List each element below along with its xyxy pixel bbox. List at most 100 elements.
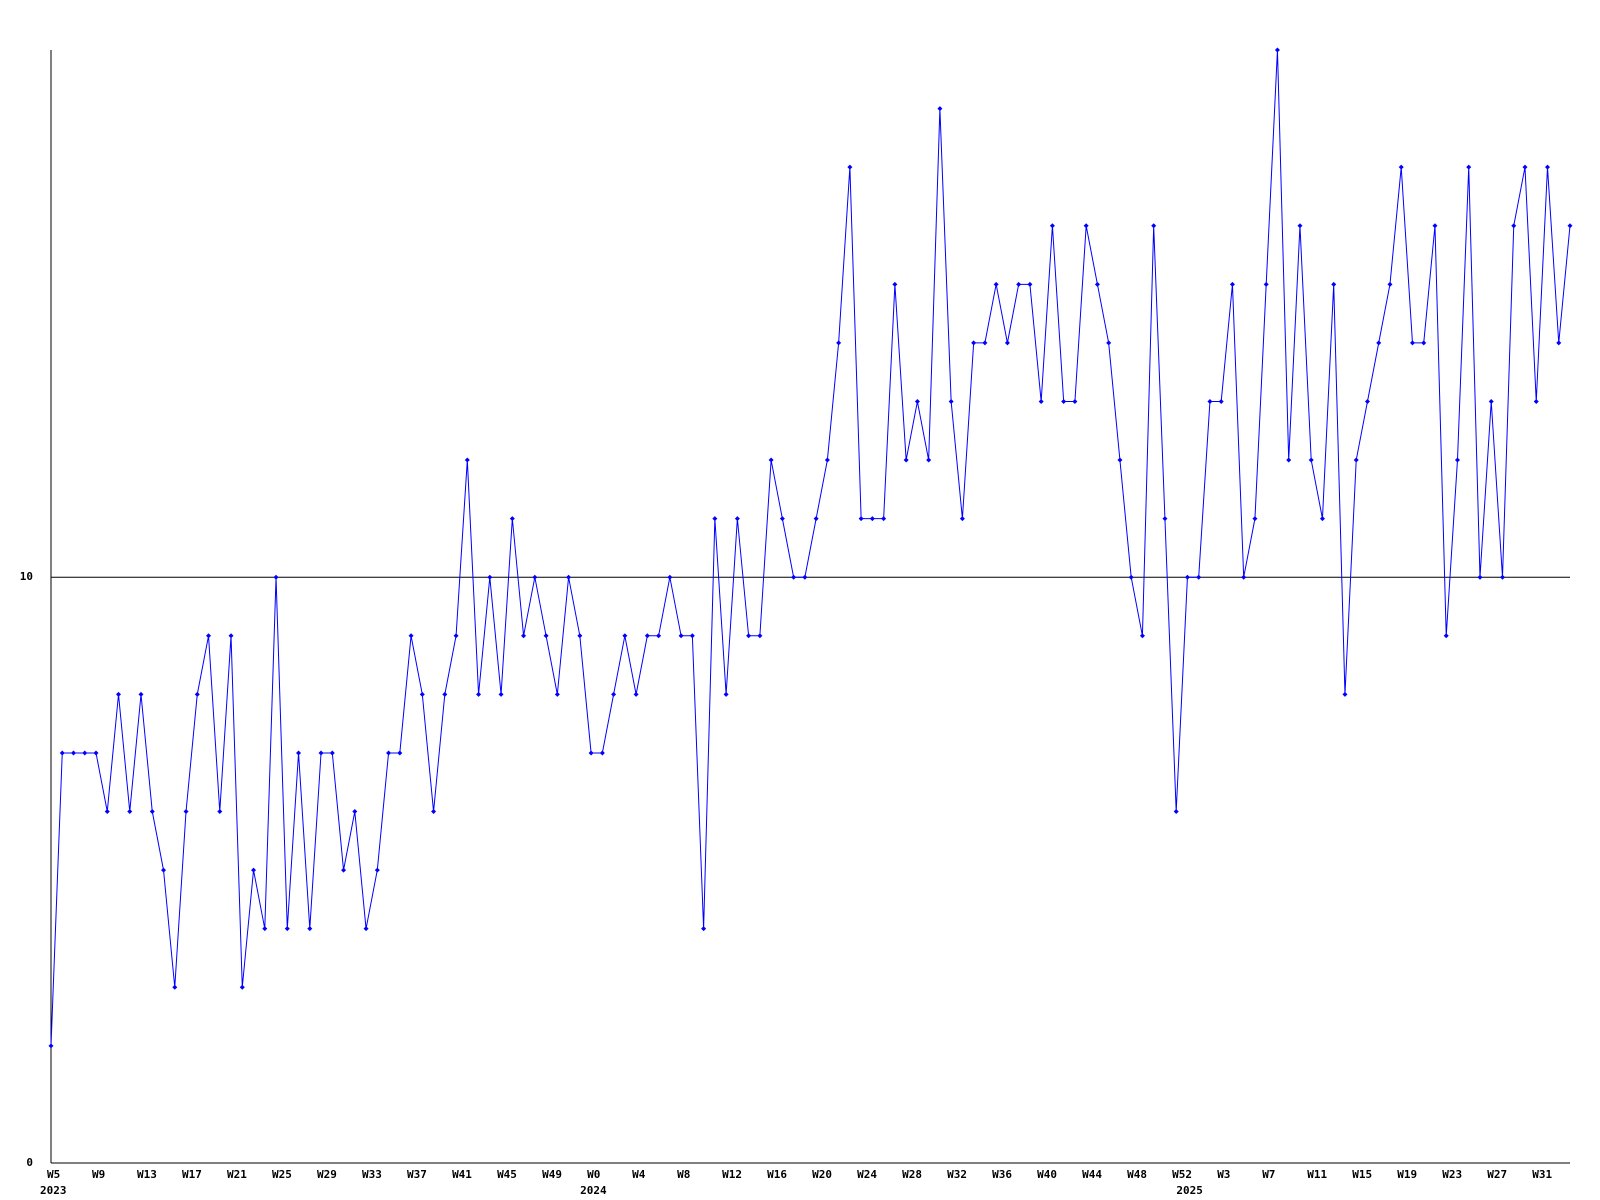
- point: [869, 516, 875, 522]
- point: [532, 574, 538, 580]
- point: [262, 926, 268, 932]
- point: [1364, 398, 1370, 404]
- point: [824, 457, 830, 463]
- point: [1173, 809, 1179, 815]
- point: [971, 340, 977, 346]
- point: [554, 691, 560, 697]
- point: [498, 691, 504, 697]
- point: [1297, 223, 1303, 229]
- point: [993, 281, 999, 287]
- point: [1241, 574, 1247, 580]
- point: [374, 867, 380, 873]
- x-tick-label: W40: [1037, 1168, 1057, 1181]
- point: [712, 516, 718, 522]
- x-tick-label: W37: [407, 1168, 427, 1181]
- point: [1387, 281, 1393, 287]
- point: [183, 809, 189, 815]
- point: [408, 633, 414, 639]
- point: [701, 926, 707, 932]
- point: [1398, 164, 1404, 170]
- x-tick-label: W25: [272, 1168, 292, 1181]
- point: [1331, 281, 1337, 287]
- point: [1274, 47, 1280, 53]
- y-tick-label: 10: [20, 570, 33, 583]
- x-tick-label: W19: [1397, 1168, 1417, 1181]
- x-tick-label: W13: [137, 1168, 157, 1181]
- point: [217, 809, 223, 815]
- point: [588, 750, 594, 756]
- point: [1556, 340, 1562, 346]
- point: [678, 633, 684, 639]
- point: [194, 691, 200, 697]
- x-tick-label: W23: [1442, 1168, 1462, 1181]
- point: [93, 750, 99, 756]
- x-tick-label: W27: [1487, 1168, 1507, 1181]
- point: [1196, 574, 1202, 580]
- x-tick-label: W21: [227, 1168, 247, 1181]
- point: [284, 926, 290, 932]
- point: [138, 691, 144, 697]
- point: [1094, 281, 1100, 287]
- point: [1488, 398, 1494, 404]
- point: [723, 691, 729, 697]
- point: [464, 457, 470, 463]
- point: [71, 750, 77, 756]
- point: [1376, 340, 1382, 346]
- point: [431, 809, 437, 815]
- point: [1409, 340, 1415, 346]
- point: [1049, 223, 1055, 229]
- y-tick-label: 0: [26, 1156, 33, 1169]
- point: [1443, 633, 1449, 639]
- point: [633, 691, 639, 697]
- point: [1544, 164, 1550, 170]
- point: [1432, 223, 1438, 229]
- x-tick-label: W52: [1172, 1168, 1192, 1181]
- point: [1454, 457, 1460, 463]
- point: [622, 633, 628, 639]
- point: [689, 633, 695, 639]
- point: [937, 106, 943, 112]
- point: [892, 281, 898, 287]
- x-year-label: 2025: [1176, 1184, 1203, 1197]
- point: [161, 867, 167, 873]
- point: [566, 574, 572, 580]
- x-tick-label: W33: [362, 1168, 382, 1181]
- x-tick-label: W31: [1532, 1168, 1552, 1181]
- point: [1567, 223, 1573, 229]
- point: [881, 516, 887, 522]
- series-line: [50, 49, 1571, 1046]
- x-tick-label: W28: [902, 1168, 922, 1181]
- point: [1016, 281, 1022, 287]
- point: [1207, 398, 1213, 404]
- point: [914, 398, 920, 404]
- point: [1342, 691, 1348, 697]
- point: [836, 340, 842, 346]
- point: [307, 926, 313, 932]
- x-tick-label: W4: [632, 1168, 646, 1181]
- point: [982, 340, 988, 346]
- point: [1162, 516, 1168, 522]
- point: [1353, 457, 1359, 463]
- point: [1218, 398, 1224, 404]
- point: [48, 1043, 54, 1049]
- point: [1027, 281, 1033, 287]
- point: [127, 809, 133, 815]
- point: [768, 457, 774, 463]
- x-tick-label: W3: [1217, 1168, 1230, 1181]
- point: [611, 691, 617, 697]
- x-tick-label: W9: [92, 1168, 105, 1181]
- point: [1151, 223, 1157, 229]
- point: [1083, 223, 1089, 229]
- point: [59, 750, 65, 756]
- x-tick-label: W16: [767, 1168, 787, 1181]
- point: [476, 691, 482, 697]
- point: [1466, 164, 1472, 170]
- point: [206, 633, 212, 639]
- x-tick-label: W24: [857, 1168, 877, 1181]
- point: [543, 633, 549, 639]
- x-tick-label: W8: [677, 1168, 690, 1181]
- point: [386, 750, 392, 756]
- point: [746, 633, 752, 639]
- x-tick-label: W29: [317, 1168, 337, 1181]
